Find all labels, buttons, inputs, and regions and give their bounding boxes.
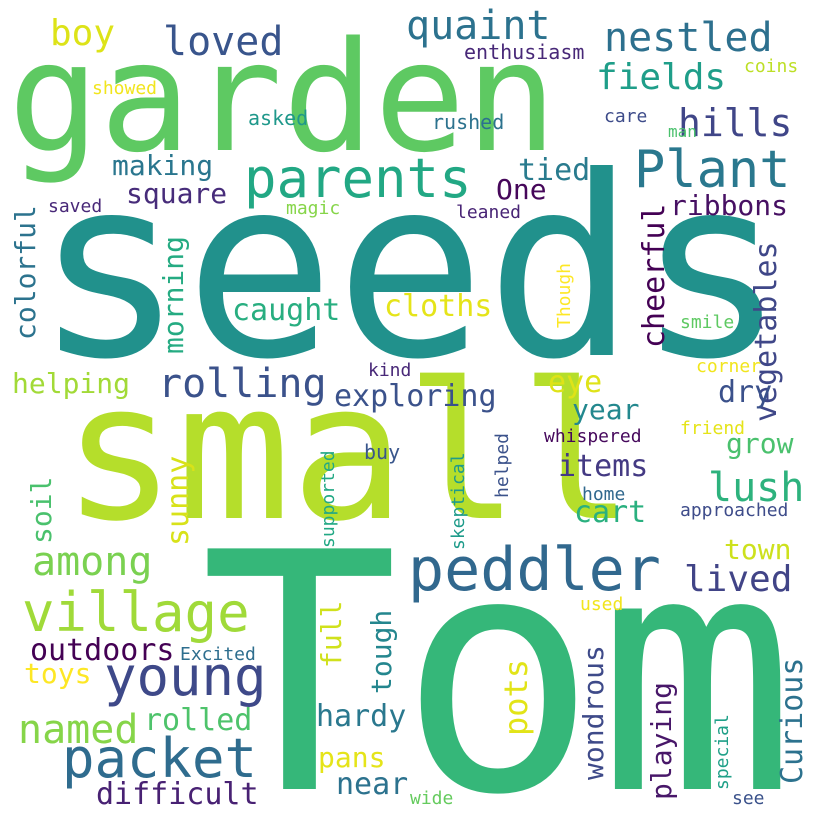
word-magic: magic (286, 198, 341, 219)
word-wondrous: wondrous (577, 645, 610, 780)
word-dry: dry (718, 375, 773, 410)
word-square: square (126, 177, 228, 210)
word-cheerful: cheerful (637, 203, 672, 349)
word-difficult: difficult (96, 777, 259, 812)
word-named: named (18, 707, 139, 753)
word-packet: packet (62, 727, 258, 790)
word-soil: soil (25, 476, 58, 544)
word-though: Though (554, 262, 575, 328)
word-exploring: exploring (334, 379, 497, 414)
word-among: among (32, 539, 153, 585)
word-town: town (724, 533, 792, 566)
word-helped: helped (492, 432, 513, 498)
word-approached: approached (680, 500, 789, 521)
word-cloths: cloths (384, 289, 493, 324)
word-lived: lived (684, 559, 793, 600)
word-ribbons: ribbons (670, 189, 789, 222)
word-kind: kind (368, 360, 412, 381)
word-plant: Plant (634, 140, 791, 200)
word-leaned: leaned (456, 202, 522, 223)
word-making: making (112, 149, 214, 182)
word-buy: buy (364, 440, 401, 464)
word-see: see (732, 788, 765, 809)
word-full: full (315, 600, 348, 668)
word-asked: asked (248, 106, 309, 130)
word-care: care (604, 106, 648, 127)
word-used: used (580, 594, 624, 615)
word-nestled: nestled (604, 15, 773, 61)
word-lush: lush (708, 465, 805, 511)
word-playing: playing (645, 681, 678, 800)
word-hills: hills (678, 101, 793, 145)
word-outdoors: outdoors (30, 633, 175, 668)
word-peddler: peddler (408, 535, 661, 605)
word-eye: eye (548, 365, 603, 400)
word-sunny: sunny (161, 455, 196, 546)
word-boy: boy (50, 13, 116, 54)
word-hardy: hardy (316, 699, 407, 734)
word-seeds: seeds (34, 123, 787, 414)
word-friend: friend (680, 418, 746, 439)
word-cart: cart (574, 495, 647, 530)
word-whispered: whispered (544, 426, 642, 447)
word-rolling: rolling (158, 361, 327, 407)
word-corner: corner (696, 356, 762, 377)
word-rolled: rolled (144, 703, 253, 738)
word-rushed: rushed (432, 110, 505, 134)
word-smile: smile (680, 312, 735, 333)
word-special: special (712, 714, 733, 790)
word-year: year (572, 393, 640, 426)
word-coins: coins (744, 56, 799, 77)
word-pans: pans (318, 741, 386, 774)
word-near: near (336, 767, 409, 802)
word-fields: fields (596, 57, 727, 98)
word-skeptical: skeptical (448, 452, 469, 550)
word-loved: loved (163, 19, 284, 65)
word-tom: Tom (200, 483, 797, 819)
word-toys: toys (24, 657, 92, 690)
word-one: One (496, 173, 547, 206)
word-pots: pots (497, 658, 535, 736)
word-garden: garden (8, 9, 558, 186)
word-saved: saved (48, 196, 103, 217)
word-grow: grow (726, 427, 794, 460)
word-caught: caught (232, 293, 341, 328)
word-colorful: colorful (9, 205, 42, 340)
word-village: village (22, 581, 250, 644)
word-young: young (104, 645, 267, 708)
word-wide: wide (410, 788, 454, 809)
word-tough: tough (365, 609, 398, 694)
word-showed: showed (92, 78, 158, 99)
word-supported: supported (318, 450, 339, 548)
word-excited: Excited (180, 644, 256, 665)
word-curious: Curious (775, 657, 810, 784)
word-parents: parents (244, 147, 472, 210)
word-enthusiasm: enthusiasm (464, 40, 585, 64)
word-helping: helping (12, 367, 131, 400)
word-small: small (62, 342, 634, 563)
word-home: home (582, 484, 626, 505)
word-items: items (558, 449, 649, 484)
word-morning: morning (157, 235, 190, 354)
word-tied: tied (518, 153, 591, 188)
word-quaint: quaint (406, 3, 551, 49)
word-man: man (668, 122, 697, 141)
